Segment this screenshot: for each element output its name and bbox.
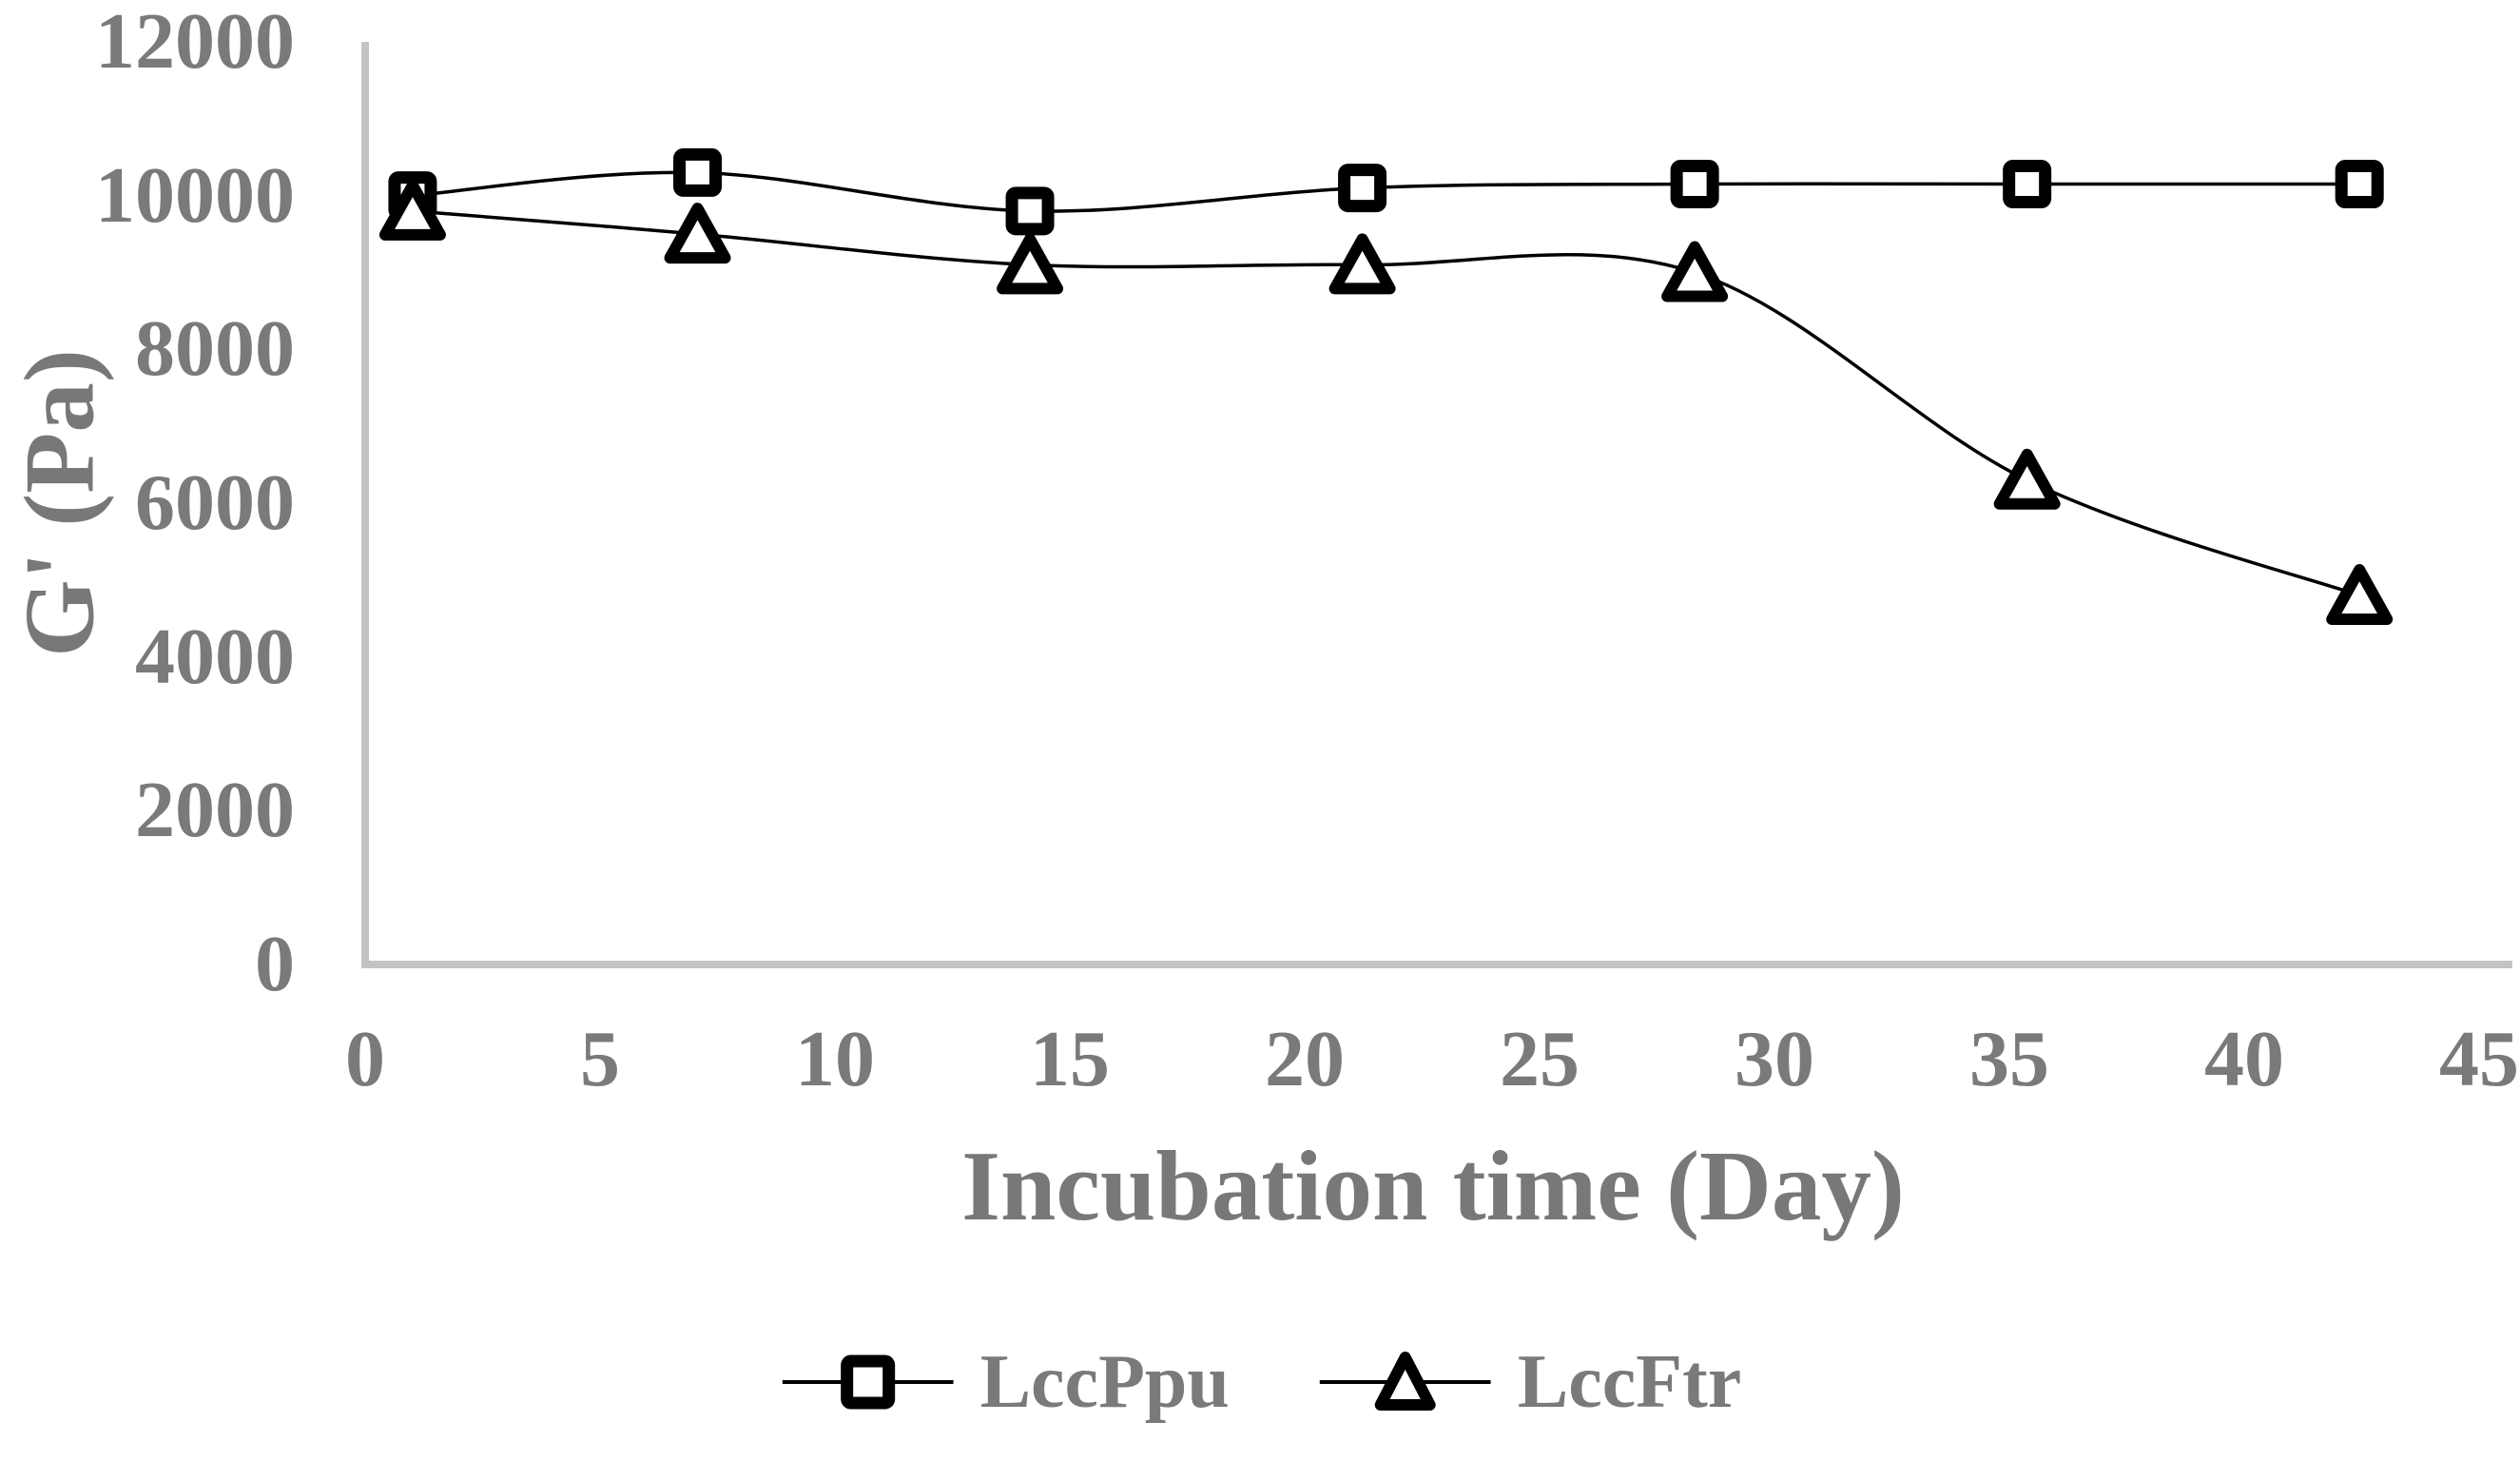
x-tick-label: 35: [1969, 1015, 2049, 1103]
triangle-marker-icon: [2326, 564, 2394, 625]
x-tick-label: 40: [2204, 1015, 2284, 1103]
x-tick-label: 20: [1265, 1015, 1345, 1103]
x-tick-label: 10: [795, 1015, 875, 1103]
plot-area: [378, 147, 2394, 625]
triangle-marker-icon: [1661, 241, 1729, 302]
y-tick-label: 8000: [135, 304, 295, 393]
y-tick-label: 10000: [95, 151, 295, 240]
triangle-marker-icon: [997, 233, 1064, 295]
legend: LccPpu LccFtr: [782, 1330, 1742, 1434]
y-tick-label: 2000: [135, 766, 295, 854]
x-tick-label: 15: [1030, 1015, 1110, 1103]
square-marker-icon: [1670, 160, 1719, 209]
triangle-marker-icon: [1993, 448, 2061, 510]
triangle-marker-icon: [1328, 233, 1396, 295]
x-tick-label: 0: [345, 1015, 385, 1103]
legend-label: LccFtr: [1517, 1340, 1742, 1424]
x-tick-label: 5: [580, 1015, 620, 1103]
triangle-marker-icon: [1319, 1352, 1491, 1411]
x-axis-title: Incubation time (Day): [961, 1130, 1905, 1241]
square-marker-icon: [1338, 164, 1387, 213]
x-tick-label: 30: [1735, 1015, 1814, 1103]
square-marker-icon: [2003, 160, 2052, 209]
square-marker-icon: [1005, 186, 1055, 236]
square-marker-icon: [2335, 160, 2384, 209]
x-axis-line: [361, 961, 2512, 968]
y-tick-label: 6000: [135, 458, 295, 547]
legend-item-lccppu: LccPpu: [782, 1330, 1230, 1434]
triangle-marker-icon: [664, 203, 731, 264]
legend-item-lccftr: LccFtr: [1319, 1330, 1742, 1434]
legend-label: LccPpu: [979, 1340, 1230, 1424]
series-line-lccftr: [412, 209, 2360, 597]
y-tick-label: 4000: [135, 613, 295, 701]
triangle-marker-icon: [378, 179, 446, 241]
x-tick-label: 25: [1500, 1015, 1580, 1103]
x-tick-label: 45: [2439, 1015, 2519, 1103]
y-axis-line: [361, 42, 369, 968]
square-marker-icon: [782, 1354, 954, 1410]
y-tick-label: 12000: [95, 0, 295, 86]
square-marker-icon: [673, 147, 723, 197]
y-tick-label: 0: [255, 920, 295, 1008]
